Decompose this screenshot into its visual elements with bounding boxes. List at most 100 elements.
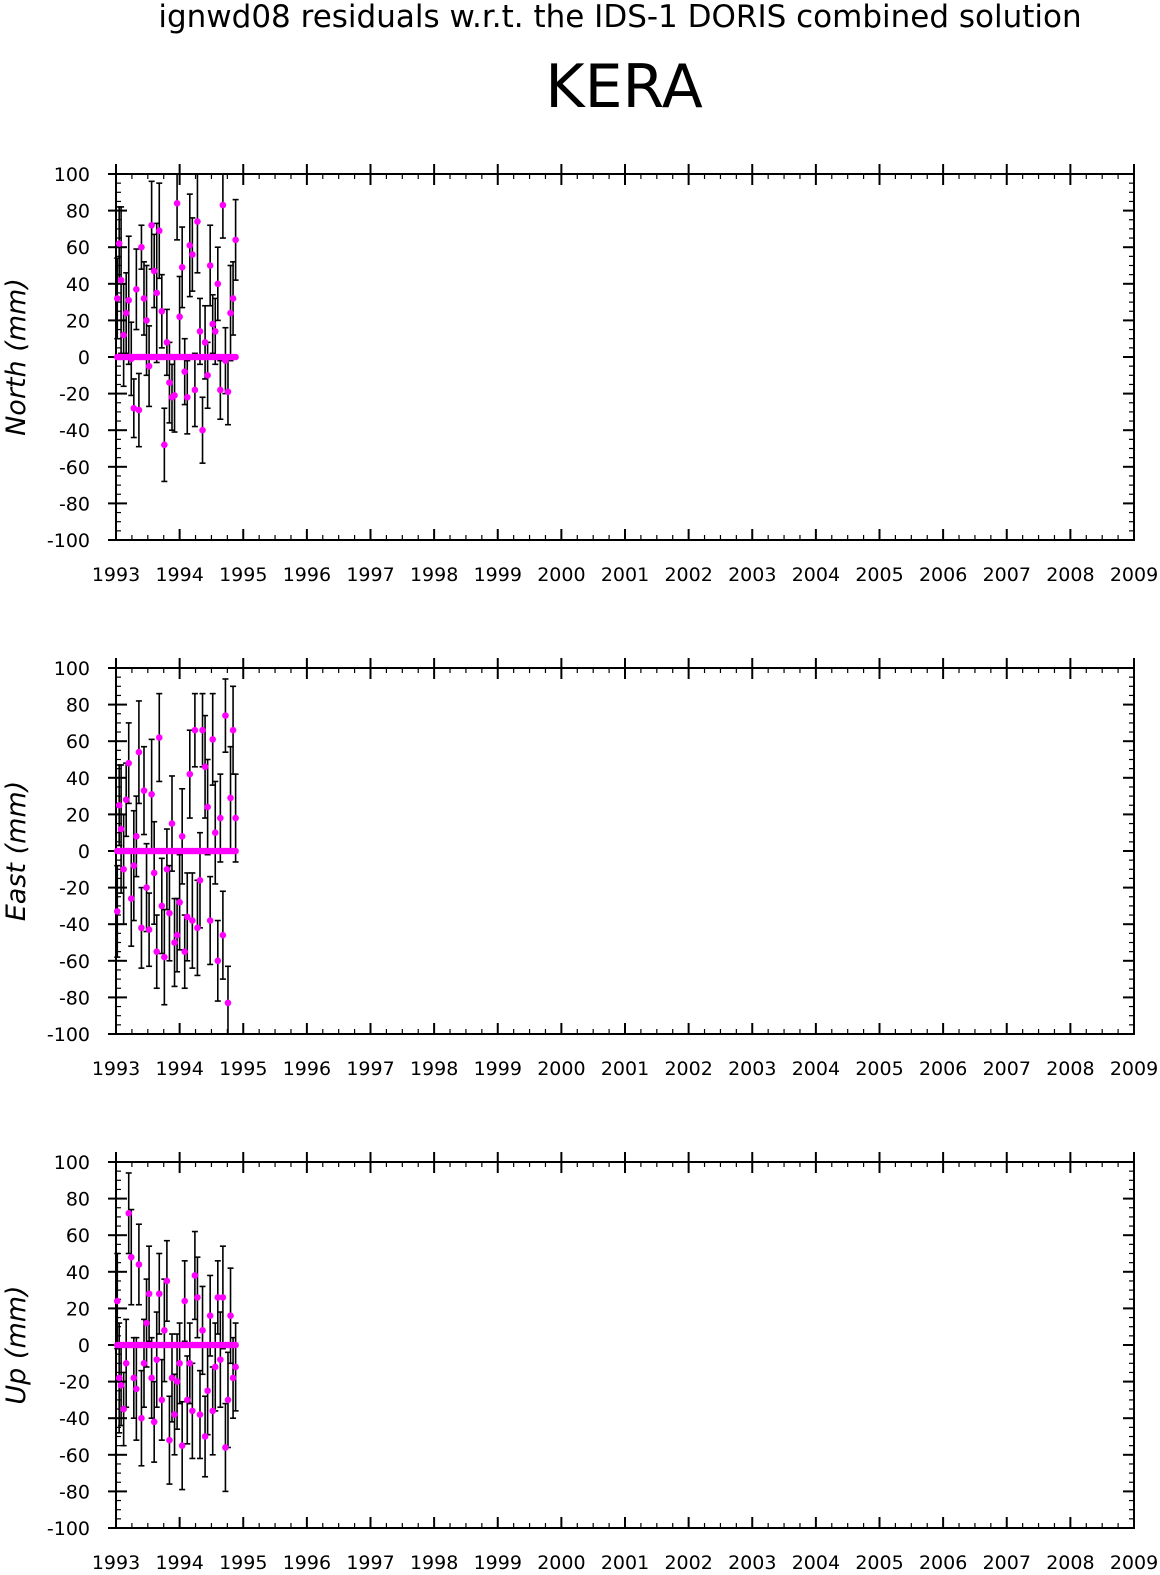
data-point [232, 1363, 239, 1371]
data-point [150, 1418, 158, 1426]
data-point [222, 357, 229, 364]
y-tick-label: -60 [59, 1445, 90, 1467]
data-point [171, 1411, 178, 1418]
y-tick-label: 80 [66, 201, 90, 223]
data-point [196, 328, 204, 335]
data-point [211, 328, 219, 335]
data-point [211, 829, 219, 836]
data-point [122, 1360, 130, 1367]
up-residual-points [113, 1209, 239, 1451]
data-point [148, 1374, 155, 1382]
data-point [183, 913, 191, 921]
data-point [214, 957, 222, 965]
data-point [113, 1297, 121, 1305]
east-major-ticks [108, 658, 1135, 1035]
data-point [148, 790, 155, 798]
x-tick-label: 2001 [601, 564, 649, 586]
y-tick-label: -100 [47, 530, 90, 552]
x-tick-label: 2009 [1110, 1058, 1158, 1080]
data-point [189, 251, 196, 258]
y-tick-label: -40 [59, 1408, 90, 1430]
x-tick-label: 1995 [219, 1058, 267, 1080]
data-point [130, 862, 138, 869]
data-point [214, 280, 222, 288]
data-point [127, 895, 135, 902]
data-point [199, 726, 206, 734]
data-point [189, 1407, 196, 1415]
data-point [125, 296, 133, 304]
data-point [219, 201, 227, 209]
east-residual-points [113, 712, 239, 1007]
data-point [120, 1405, 127, 1413]
x-tick-label: 2004 [792, 1058, 840, 1080]
data-point [145, 362, 153, 370]
x-tick-label: 1999 [474, 1552, 522, 1574]
north-error-bars [114, 173, 239, 483]
data-point [138, 243, 145, 251]
data-point [155, 1290, 163, 1298]
y-tick-label: -80 [59, 987, 90, 1009]
data-point [214, 1294, 222, 1301]
x-tick-label: 1993 [92, 1058, 140, 1080]
data-point [201, 339, 209, 346]
north-residual-points [113, 199, 239, 449]
up-panel: 1993 1994 1995 1996 1997 1998 1999 2000 2001 2002… [1, 1152, 1158, 1574]
data-point [138, 1414, 145, 1422]
x-tick-label: 2009 [1110, 1552, 1158, 1574]
data-point [133, 1385, 140, 1393]
data-point [117, 825, 125, 833]
data-point [133, 833, 140, 840]
data-point [161, 441, 168, 449]
zero-marker [232, 847, 239, 855]
data-point [178, 833, 186, 840]
x-tick-label: 1999 [474, 564, 522, 586]
x-tick-label: 1997 [346, 1058, 394, 1080]
data-point [158, 307, 166, 315]
data-point [217, 386, 224, 394]
data-point [204, 372, 211, 379]
data-point [133, 285, 140, 293]
north-major-ticks [108, 164, 1135, 541]
data-point [173, 1378, 181, 1385]
data-point [163, 866, 171, 873]
y-tick-label: 100 [54, 658, 90, 680]
data-point [224, 999, 232, 1007]
x-tick-label: 1999 [474, 1058, 522, 1080]
east-plot-frame [115, 667, 1135, 1035]
data-point [181, 948, 189, 955]
data-point [189, 917, 196, 924]
y-tick-label: 60 [66, 1225, 90, 1247]
y-tick-label: -60 [59, 951, 90, 973]
y-tick-label: 80 [66, 695, 90, 717]
data-point [227, 309, 234, 317]
x-tick-label: 1997 [346, 1552, 394, 1574]
x-tick-label: 1993 [92, 564, 140, 586]
y-tick-label: -100 [47, 1518, 90, 1540]
data-point [219, 1294, 227, 1301]
data-point [127, 1253, 135, 1261]
x-tick-label: 2007 [983, 564, 1031, 586]
data-point [113, 908, 121, 915]
data-point [229, 295, 237, 302]
y-tick-label: 100 [54, 164, 90, 186]
data-point [125, 1209, 133, 1217]
x-tick-label: 1996 [283, 1552, 331, 1574]
data-point [163, 339, 171, 346]
data-point [227, 794, 234, 802]
x-tick-label: 1995 [219, 1552, 267, 1574]
data-point [211, 1363, 219, 1371]
data-point [143, 317, 150, 324]
x-tick-label: 2005 [855, 564, 903, 586]
y-tick-label: -20 [59, 384, 90, 406]
data-point [199, 1327, 206, 1334]
data-point [140, 1360, 148, 1367]
x-tick-label: 1996 [283, 564, 331, 586]
x-tick-label: 2002 [664, 564, 712, 586]
y-tick-label: -40 [59, 420, 90, 442]
y-tick-label: -20 [59, 878, 90, 900]
data-point [115, 240, 123, 247]
data-point [209, 736, 217, 743]
zero-marker [232, 353, 239, 361]
x-tick-label: 2007 [983, 1552, 1031, 1574]
